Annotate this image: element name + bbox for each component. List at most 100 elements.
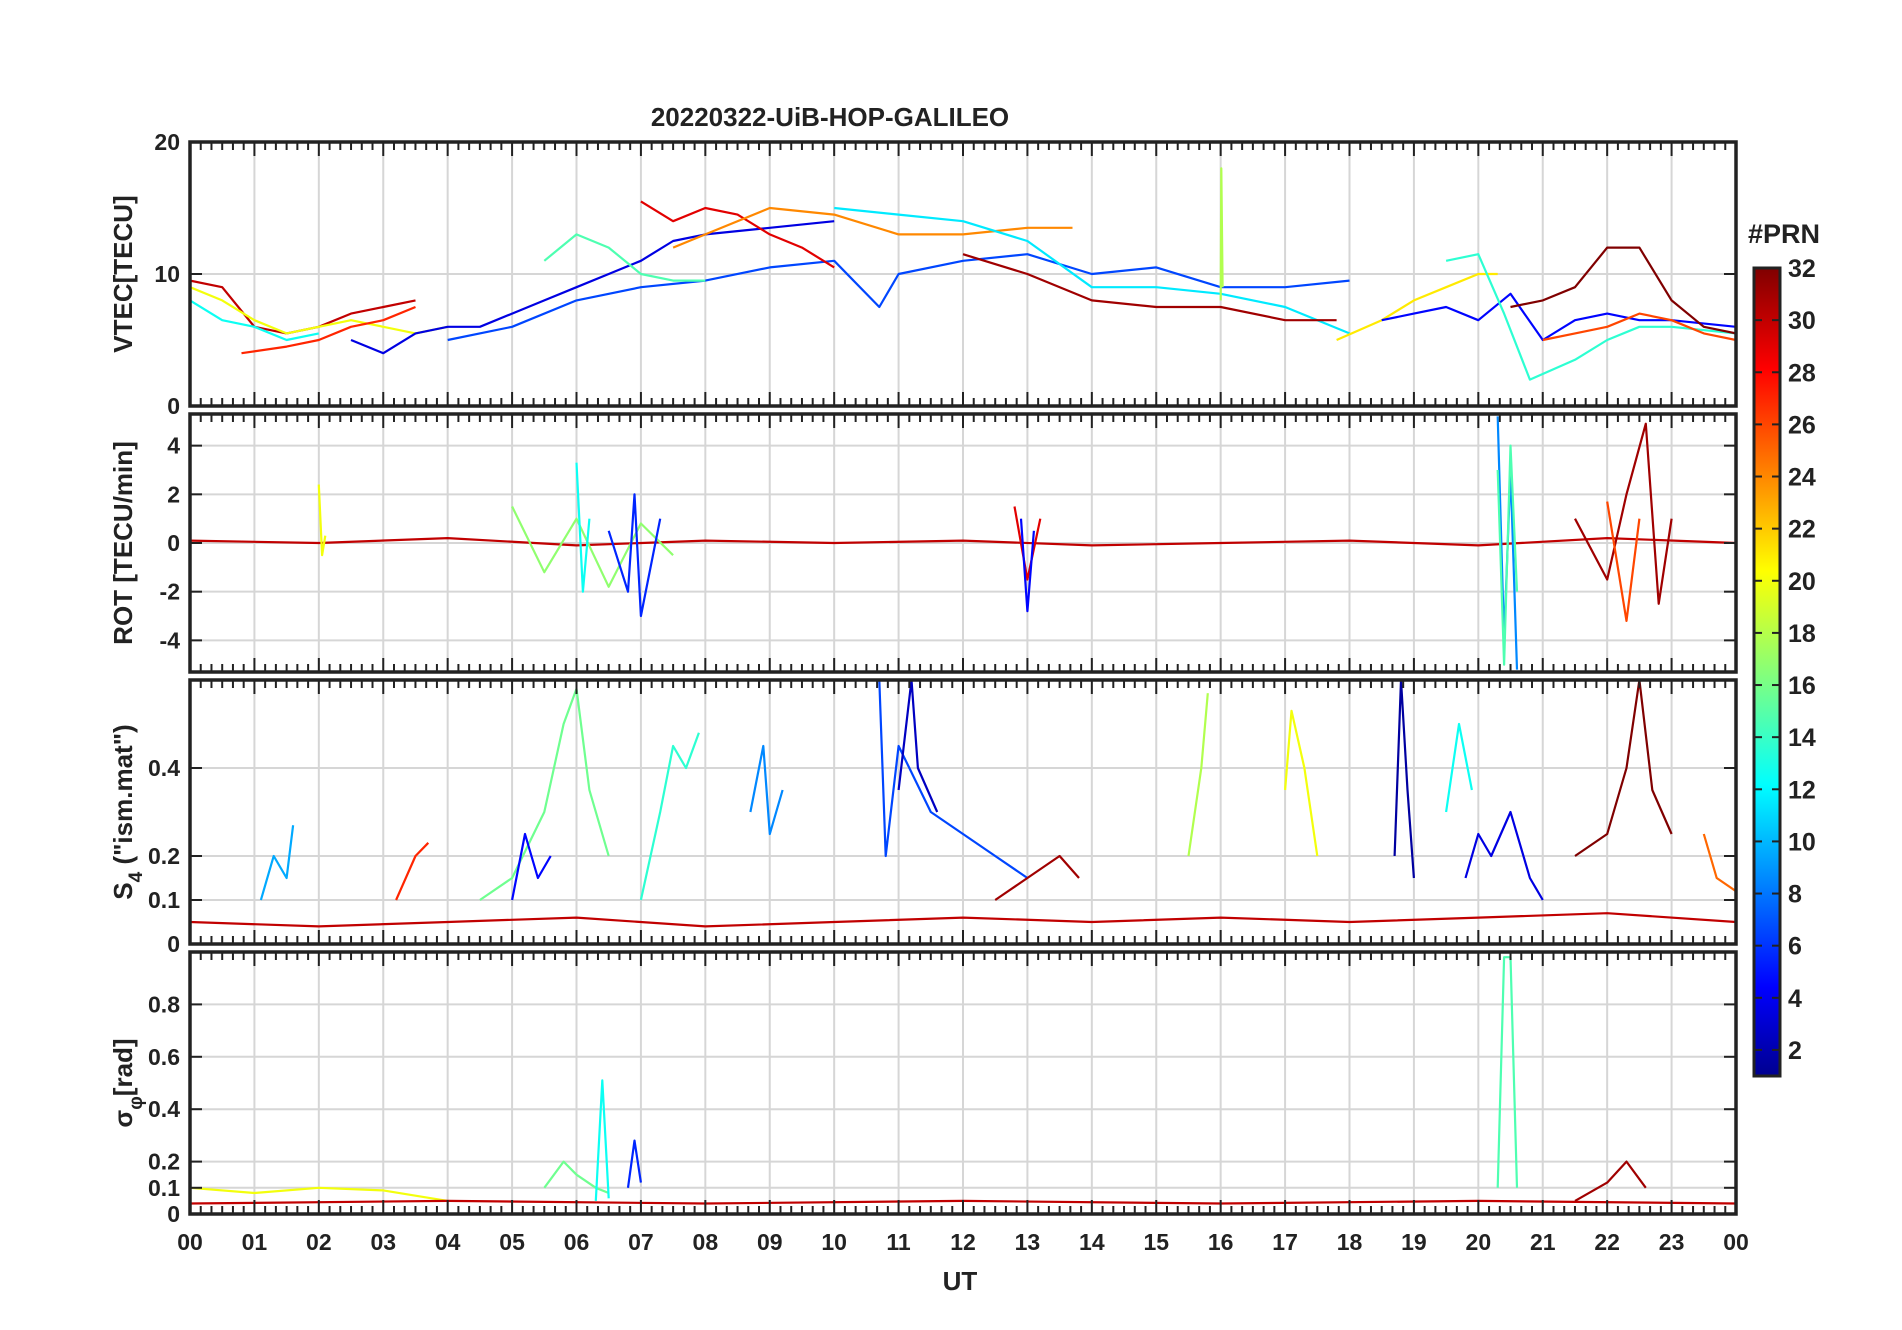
series-group bbox=[190, 416, 1736, 670]
colorbar-tick-label: 32 bbox=[1788, 255, 1816, 283]
series-prn-7 bbox=[878, 680, 1029, 879]
colorbar-tick-label: 6 bbox=[1788, 933, 1802, 961]
panel-vtec: 0 10 20 VTEC[TECU] bbox=[108, 129, 1738, 419]
y-axis-label-s4: S4 ("ism.mat") bbox=[108, 724, 147, 899]
series-prn-6 bbox=[626, 1139, 642, 1188]
series-prn-13 bbox=[575, 462, 591, 593]
y-tick-label: 10 bbox=[154, 261, 180, 287]
series-prn-18 bbox=[1219, 167, 1224, 301]
panel-s4: 0 0.1 0.2 0.4S4 ("ism.mat") bbox=[108, 678, 1738, 957]
series-prn-30 bbox=[190, 912, 1736, 928]
x-tick-label: 21 bbox=[1530, 1229, 1556, 1255]
colorbar-tick-label: 12 bbox=[1788, 776, 1816, 804]
series-prn-14 bbox=[1445, 253, 1736, 381]
x-tick-label: 05 bbox=[499, 1229, 525, 1255]
x-tick-label: 13 bbox=[1015, 1229, 1041, 1255]
colorbar-tick-label: 8 bbox=[1788, 881, 1802, 909]
series-prn-16 bbox=[543, 1160, 610, 1195]
x-tick-label: 14 bbox=[1079, 1229, 1105, 1255]
y-tick-label: 2 bbox=[167, 481, 180, 507]
series-prn-31 bbox=[1574, 422, 1673, 605]
x-tick-label: 17 bbox=[1272, 1229, 1298, 1255]
series-prn-13 bbox=[594, 1079, 610, 1201]
y-axis-label-rot: ROT [TECU/min] bbox=[108, 441, 138, 645]
x-tick-label: 19 bbox=[1401, 1229, 1427, 1255]
colorbar-tick-label: 22 bbox=[1788, 516, 1816, 544]
series-prn-27 bbox=[395, 842, 430, 901]
x-tick-label: 09 bbox=[757, 1229, 783, 1255]
y-tick-label: 0 bbox=[167, 931, 180, 957]
series-prn-15 bbox=[1496, 444, 1519, 666]
series-prn-3 bbox=[897, 680, 939, 813]
series-prn-30 bbox=[190, 536, 1736, 547]
series-prn-13 bbox=[190, 299, 320, 342]
series-prn-10 bbox=[259, 825, 295, 901]
colorbar-tick-label: 18 bbox=[1788, 620, 1816, 648]
x-tick-label: 07 bbox=[628, 1229, 654, 1255]
colorbar-tick-label: 10 bbox=[1788, 828, 1816, 856]
x-tick-label: 06 bbox=[564, 1229, 590, 1255]
series-prn-31 bbox=[1574, 1160, 1647, 1202]
y-tick-label: 0.8 bbox=[148, 991, 180, 1017]
x-tick-label: 04 bbox=[435, 1229, 461, 1255]
y-tick-label: 20 bbox=[154, 129, 180, 155]
x-tick-label: 16 bbox=[1208, 1229, 1234, 1255]
series-prn-31 bbox=[962, 253, 1337, 322]
series-prn-24 bbox=[672, 206, 1073, 249]
colorbar-tick-label: 2 bbox=[1788, 1037, 1802, 1065]
x-tick-label: 15 bbox=[1143, 1229, 1169, 1255]
series-prn-27 bbox=[241, 305, 416, 355]
series-prn-7 bbox=[447, 253, 1350, 342]
y-tick-label: 0.6 bbox=[148, 1044, 180, 1070]
y-tick-label: 0.2 bbox=[148, 1149, 180, 1175]
series-prn-31 bbox=[994, 854, 1080, 901]
colorbar-title: #PRN bbox=[1748, 219, 1820, 249]
y-tick-label: 0.1 bbox=[148, 887, 180, 913]
series-prn-12 bbox=[834, 206, 1350, 335]
series-prn-20 bbox=[317, 484, 327, 557]
series-prn-17 bbox=[511, 506, 674, 588]
colorbar-gradient bbox=[1752, 266, 1782, 1078]
x-tick-label: 08 bbox=[693, 1229, 719, 1255]
series-prn-5 bbox=[511, 832, 552, 901]
x-tick-label: 11 bbox=[886, 1229, 911, 1255]
x-tick-label: 20 bbox=[1466, 1229, 1492, 1255]
series-prn-20 bbox=[190, 286, 448, 335]
series-prn-32 bbox=[1510, 246, 1736, 335]
y-tick-label: 0.4 bbox=[148, 1096, 180, 1122]
y-tick-label: 0 bbox=[167, 393, 180, 419]
x-tick-label: 18 bbox=[1337, 1229, 1363, 1255]
y-tick-label: 0 bbox=[167, 1201, 180, 1227]
series-prn-5 bbox=[1381, 292, 1736, 342]
colorbar-tick-label: 30 bbox=[1788, 307, 1816, 335]
x-tick-label: 02 bbox=[306, 1229, 332, 1255]
series-prn-29 bbox=[1013, 506, 1042, 581]
series-group bbox=[190, 167, 1736, 381]
x-tick-label: 12 bbox=[950, 1229, 976, 1255]
panel-rot: -4 -2 0 2 4 ROT [TECU/min] bbox=[108, 412, 1738, 674]
series-group bbox=[190, 680, 1736, 928]
y-tick-label: 0 bbox=[167, 530, 180, 556]
x-tick-label: 03 bbox=[370, 1229, 396, 1255]
series-prn-20 bbox=[1284, 709, 1319, 857]
colorbar-tick-label: 20 bbox=[1788, 568, 1816, 596]
x-tick-label: 23 bbox=[1659, 1229, 1685, 1255]
y-axis-label-vtec: VTEC[TECU] bbox=[108, 195, 138, 352]
panel-sigphi: 00.10.2 0.4 0.6 0.8σφ[rad] bbox=[108, 950, 1738, 1227]
x-axis-label: UT bbox=[943, 1266, 978, 1296]
x-tick-label: 00 bbox=[177, 1229, 203, 1255]
colorbar-tick-label: 4 bbox=[1788, 985, 1802, 1013]
series-prn-25 bbox=[1702, 833, 1736, 893]
x-tick-label: 22 bbox=[1594, 1229, 1620, 1255]
series-prn-15 bbox=[543, 233, 706, 282]
series-prn-13 bbox=[1445, 722, 1473, 813]
x-tick-label: 01 bbox=[242, 1229, 268, 1255]
y-tick-label: 0.2 bbox=[148, 843, 180, 869]
y-tick-label: 0.4 bbox=[148, 755, 180, 781]
series-prn-26 bbox=[1542, 312, 1736, 342]
y-tick-label: 4 bbox=[167, 433, 180, 459]
series-prn-15 bbox=[1496, 956, 1519, 1188]
series-prn-9 bbox=[749, 744, 784, 836]
